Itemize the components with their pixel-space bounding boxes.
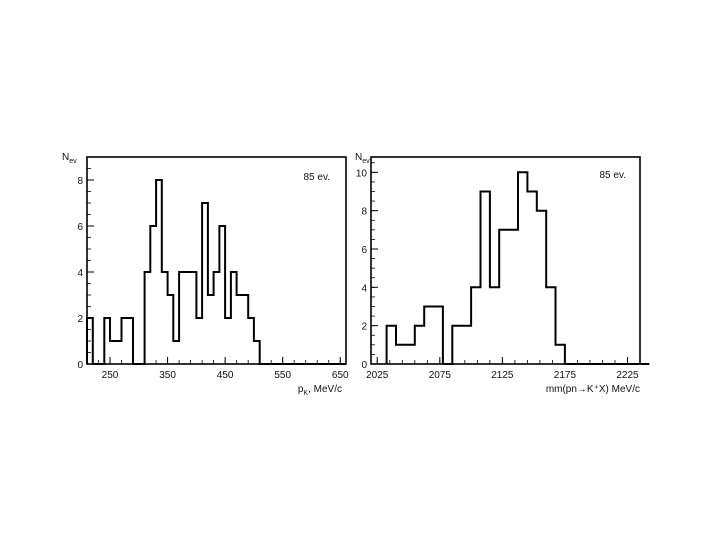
y-tick-label-2: 2 [361,322,367,333]
right-annotation: 85 ev. [600,170,627,181]
y-tick-label-8: 8 [77,176,83,187]
left-y-axis-label: Nev [62,152,77,165]
x-tick-label-450: 450 [217,370,234,381]
right-axis-ticks: 2025 2075 2125 2175 2225 0 2 4 6 8 10 [356,162,641,381]
x-tick-label-2075: 2075 [429,370,452,381]
y-tick-label-6: 6 [361,245,367,256]
x-tick-label-2125: 2125 [491,370,514,381]
left-x-axis-label: pK, MeV/c [298,384,342,397]
right-y-axis-label: Nev [355,152,370,165]
right-histogram-panel: 2025 2075 2125 2175 2225 0 2 4 6 8 10 Nev mm(pn→K⁺… [355,152,650,395]
y-tick-label-0: 0 [361,360,367,371]
right-x-axis-label: mm(pn→K⁺X) MeV/c [546,384,640,395]
x-tick-label-650: 650 [332,370,349,381]
y-tick-label-6: 6 [77,222,83,233]
y-tick-label-8: 8 [361,207,367,218]
y-tick-label-0: 0 [77,360,83,371]
x-tick-label-550: 550 [274,370,291,381]
right-plot-frame [370,156,641,365]
right-histogram-line [385,171,650,365]
x-tick-label-2225: 2225 [616,370,639,381]
left-histogram-panel: 250 350 450 550 650 0 2 4 6 8 Nev pK, MeV/c 85 ev… [62,152,349,397]
left-axis-ticks: 250 350 450 550 650 0 2 4 6 8 [77,156,349,381]
left-annotation: 85 ev. [304,172,331,183]
x-tick-label-350: 350 [159,370,176,381]
y-tick-label-2: 2 [77,314,83,325]
y-tick-label-4: 4 [361,283,367,294]
y-tick-label-4: 4 [77,268,83,279]
x-tick-label-2175: 2175 [554,370,577,381]
left-plot-frame [86,156,347,365]
y-tick-label-10: 10 [356,168,368,179]
x-tick-label-2025: 2025 [366,370,389,381]
left-histogram-line [86,179,346,365]
x-tick-label-250: 250 [102,370,119,381]
